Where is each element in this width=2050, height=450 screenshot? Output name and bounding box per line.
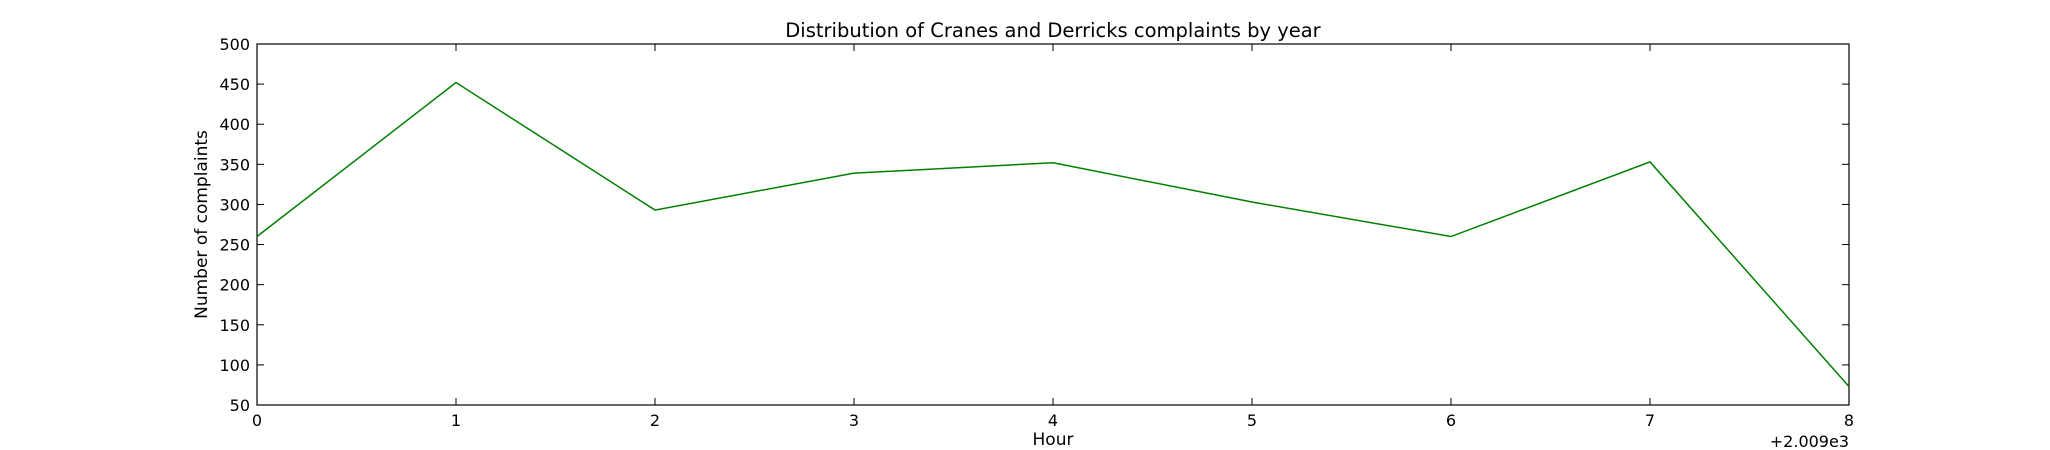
y-tick-label-0: 50 <box>230 396 250 415</box>
y-tick-label-9: 500 <box>219 35 250 54</box>
x-tick-label-4: 4 <box>1048 411 1058 430</box>
y-tick-label-7: 400 <box>219 115 250 134</box>
y-tick-label-1: 100 <box>219 356 250 375</box>
y-tick-label-6: 350 <box>219 155 250 174</box>
x-tick-label-0: 0 <box>252 411 262 430</box>
x-tick-label-2: 2 <box>650 411 660 430</box>
y-tick-label-2: 150 <box>219 316 250 335</box>
x-axis-offset-label: +2.009e3 <box>1770 432 1849 450</box>
x-axis-title: Hour <box>1033 430 1074 450</box>
y-tick-label-8: 450 <box>219 75 250 94</box>
series-line-0 <box>256 81 1850 388</box>
plot-area <box>256 43 1850 406</box>
x-tick-label-8: 8 <box>1844 411 1854 430</box>
y-axis-title: Number of complaints <box>192 130 212 319</box>
y-tick-label-3: 200 <box>219 276 250 295</box>
y-tick-label-5: 300 <box>219 195 250 214</box>
x-tick-label-1: 1 <box>451 411 461 430</box>
chart-title: Distribution of Cranes and Derricks comp… <box>785 19 1321 42</box>
y-axis-ticks <box>257 43 1849 406</box>
y-axis-tick-labels: 50 100 150 200 250 300 350 400 450 500 <box>219 35 250 415</box>
x-tick-label-3: 3 <box>849 411 859 430</box>
x-axis-tick-labels: 0 1 2 3 4 5 6 7 8 <box>252 411 1854 430</box>
series-layer <box>256 81 1850 388</box>
plot-frame <box>256 43 1850 406</box>
x-tick-label-5: 5 <box>1247 411 1257 430</box>
x-tick-label-6: 6 <box>1446 411 1456 430</box>
y-tick-label-4: 250 <box>219 236 250 255</box>
x-tick-label-7: 7 <box>1645 411 1655 430</box>
x-axis-ticks <box>256 44 1850 405</box>
